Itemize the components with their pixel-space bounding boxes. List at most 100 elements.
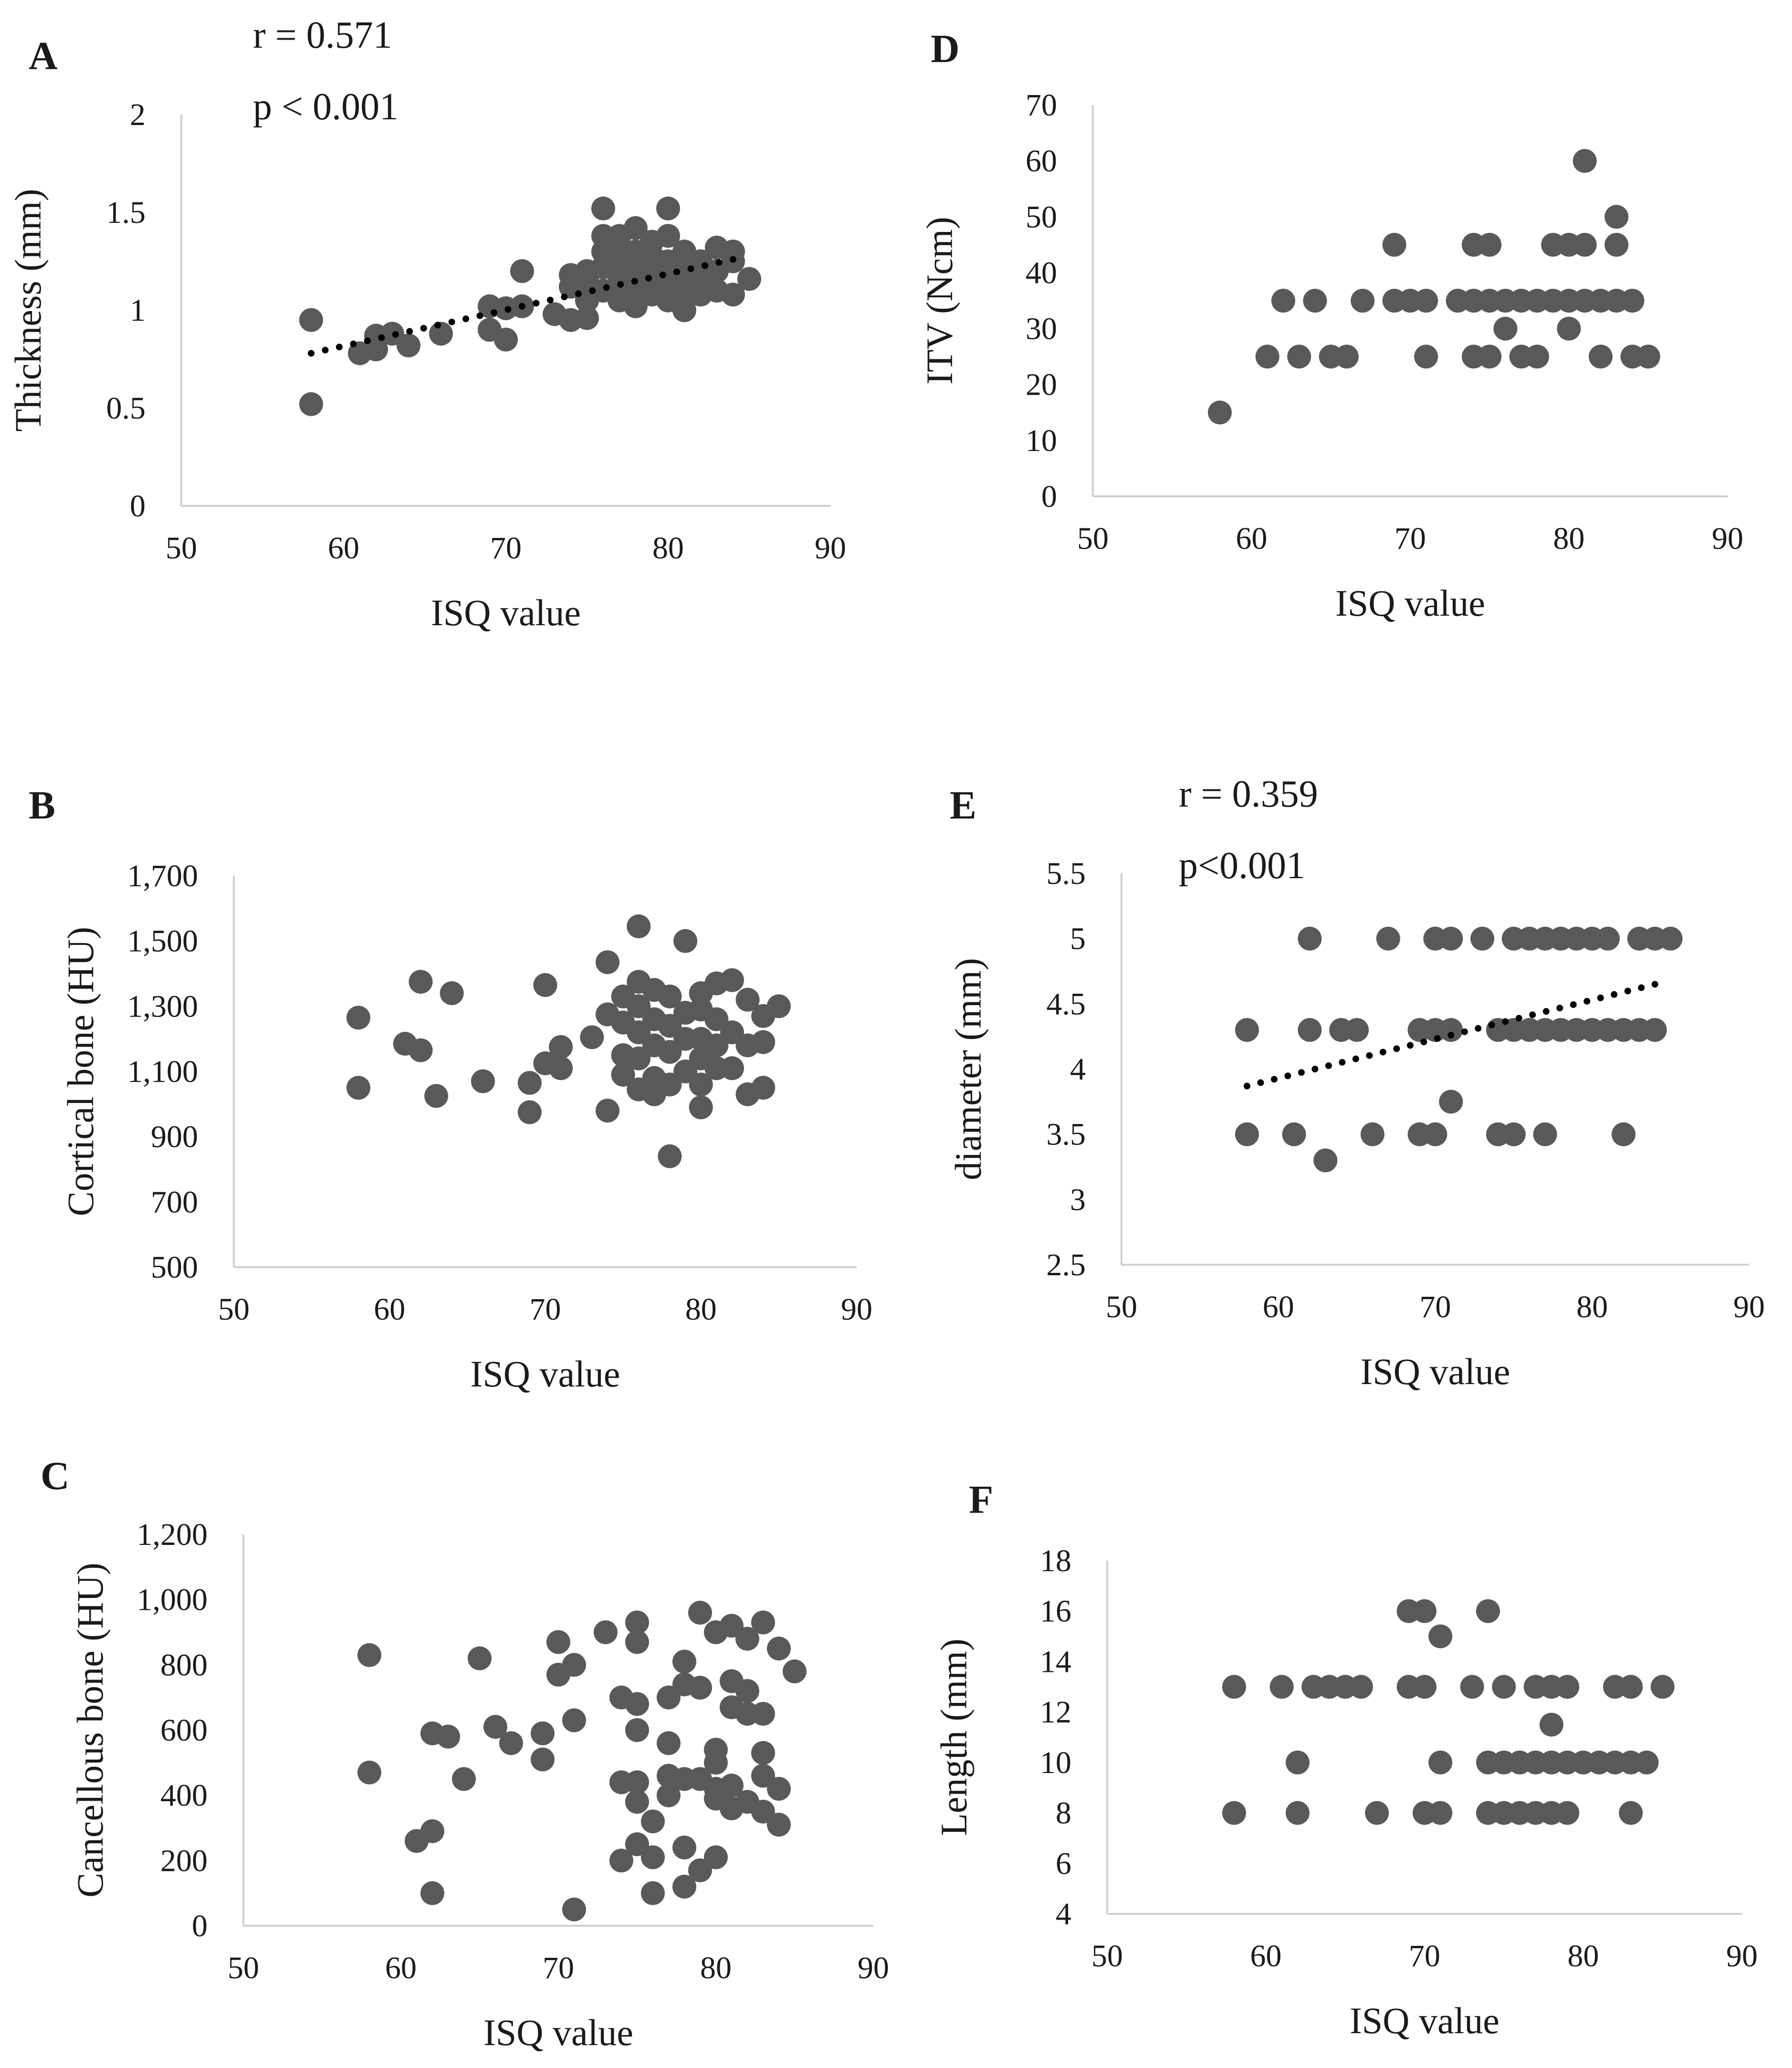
panel-b-data-point [346, 1076, 370, 1100]
panel-a-trendline-dot [533, 300, 540, 307]
panel-b-data-point [596, 1099, 619, 1123]
panel-c-data-point [657, 1685, 681, 1710]
panel-a-letter: A [29, 34, 58, 78]
panel-b-data-point [549, 1056, 573, 1081]
panel-d-x-axis-title: ISQ value [1335, 582, 1485, 624]
panel-b-data-point [346, 1006, 370, 1030]
panel-a-trendline-dot [730, 256, 736, 263]
panel-a-y-tick-label: 0 [130, 489, 146, 524]
panel-d-data-point [1557, 316, 1581, 341]
panel-b-data-point [409, 1038, 433, 1062]
panel-c-data-point [452, 1767, 476, 1791]
panel-d-y-tick-label: 20 [1026, 367, 1057, 402]
panel-a-trendline-dot [504, 306, 512, 313]
panel-c-data-point [499, 1731, 523, 1755]
panel-d-x-tick-label: 80 [1553, 521, 1585, 556]
panel-e-stat-r: r = 0.359 [1179, 773, 1318, 815]
panel-a-x-tick-label: 70 [490, 531, 522, 566]
panel-c: C 50 60 70 80 90 0 200 400 600 800 1,000 1,200 ISQ v… [41, 1454, 889, 2053]
panel-e-trendline-dot [1420, 1039, 1427, 1046]
panel-b-data-point [658, 1014, 682, 1038]
panel-a-trendline-dot [673, 268, 681, 275]
panel-d: D 50 60 70 80 90 0 10 20 30 40 50 60 70 ISQ value ITV … [919, 27, 1743, 624]
panel-b-data-point [689, 1095, 713, 1120]
panel-e-trendline-dot [1597, 994, 1604, 1001]
panel-c-data-point [562, 1708, 586, 1732]
panel-b-x-axis-title: ISQ value [470, 1353, 620, 1395]
panel-c-data-point [562, 1897, 586, 1921]
panel-d-y-tick-label: 50 [1026, 199, 1057, 234]
panel-a-y-tick-label: 2 [130, 97, 146, 132]
panel-f-data-point [1413, 1599, 1436, 1623]
panel-c-x-tick-label: 50 [228, 1951, 259, 1985]
panel-f-data-point [1555, 1801, 1580, 1825]
panel-e-y-axis-title: diameter (mm) [947, 958, 989, 1180]
panel-b-data-point [596, 950, 619, 975]
panel-c-data-point [483, 1715, 507, 1739]
panel-c-data-point [720, 1614, 744, 1638]
panel-f-x-tick-label: 50 [1091, 1939, 1123, 1974]
panel-d-data-point [1335, 345, 1359, 369]
panel-b-letter: B [29, 783, 55, 828]
panel-d-data-point [1478, 345, 1502, 369]
panel-a-y-axis-title: Thickness (mm) [7, 189, 49, 431]
panel-a-trendline-dot [322, 346, 329, 354]
panel-b-plot: 50 60 70 80 90 500 700 900 1,100 1,300 1,500 1,700 I… [60, 859, 872, 1395]
panel-e-trendline-dot [1515, 1015, 1522, 1022]
panel-a-data-point [737, 267, 761, 291]
panel-f-data-point [1413, 1675, 1436, 1699]
panel-b-data-point [409, 970, 433, 994]
panel-c-y-tick-label: 1,000 [137, 1583, 208, 1617]
panel-b-data-point [611, 1062, 635, 1087]
panel-d-x-tick-label: 70 [1394, 521, 1426, 556]
panel-a: A r = 0.571 p < 0.001 50 60 70 80 90 0 0.5 1 1.5… [7, 14, 846, 633]
panel-d-data-point [1414, 289, 1438, 313]
panel-d-data-point [1572, 149, 1597, 173]
panel-d-data-point [1604, 205, 1629, 229]
panel-b: B 50 60 70 80 90 500 700 900 1,100 1,300 1,500 1,70… [29, 783, 872, 1395]
panel-a-data-point [656, 224, 680, 248]
panel-f-data-point [1555, 1675, 1580, 1699]
panel-f-data-point [1492, 1675, 1516, 1699]
panel-a-trendline-dot [702, 262, 709, 269]
panel-d-data-point [1604, 232, 1629, 257]
panel-f-data-point [1428, 1801, 1453, 1825]
panel-f-data-point [1460, 1675, 1484, 1699]
panel-e-x-tick-label: 80 [1576, 1290, 1608, 1324]
panel-f-y-tick-label: 8 [1056, 1796, 1071, 1831]
panel-f-data-point [1349, 1675, 1373, 1699]
panel-a-trendline-dot [561, 294, 568, 301]
panel-f-data-point [1635, 1750, 1659, 1774]
panel-b-data-point [517, 1071, 542, 1095]
panel-d-data-point [1493, 316, 1518, 341]
panel-c-data-point [672, 1649, 696, 1674]
panel-a-x-tick-label: 50 [166, 531, 197, 566]
panel-c-data-point [625, 1610, 649, 1635]
panel-b-y-tick-label: 700 [151, 1185, 198, 1219]
panel-b-data-point [658, 984, 682, 1008]
panel-e-trendline-dot [1638, 984, 1645, 991]
panel-a-trendline-dot [364, 337, 371, 344]
panel-c-data-point [420, 1881, 444, 1905]
panel-d-data-point [1620, 289, 1645, 313]
panel-f-y-tick-label: 12 [1040, 1695, 1071, 1730]
panel-c-data-point [720, 1774, 744, 1798]
panel-b-data-point [658, 1072, 682, 1097]
panel-d-data-point [1636, 345, 1660, 369]
panel-c-data-point [641, 1845, 665, 1869]
panel-e-trendline-dot [1529, 1011, 1536, 1018]
panel-c-letter: C [41, 1454, 70, 1498]
panel-b-data-point [751, 1076, 775, 1100]
panel-f-y-tick-label: 10 [1040, 1745, 1071, 1780]
panel-e-trendline-dot [1325, 1062, 1332, 1069]
panel-b-data-point [424, 1084, 449, 1108]
panel-c-data-point [625, 1832, 649, 1857]
panel-c-x-tick-label: 80 [700, 1951, 732, 1985]
panel-f-data-point [1222, 1675, 1246, 1699]
panel-a-data-point [721, 240, 745, 263]
panel-e-trendline-dot [1257, 1079, 1264, 1086]
panel-d-data-point [1414, 345, 1438, 369]
panel-c-data-point [672, 1836, 696, 1859]
panel-c-data-point [468, 1646, 492, 1670]
panel-a-trendline-dot [617, 281, 624, 288]
